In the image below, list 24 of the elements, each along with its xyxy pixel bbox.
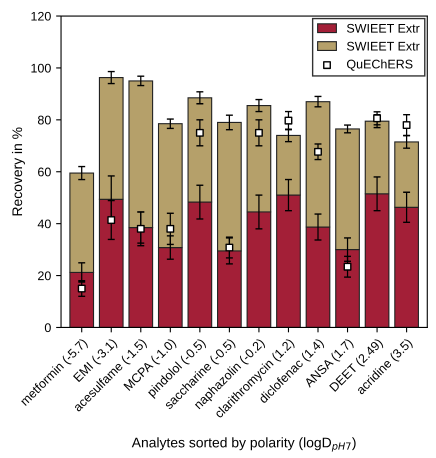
point [107, 216, 116, 224]
y-tick-label: 60 [38, 168, 51, 176]
y-tick-label: 80 [38, 116, 51, 124]
y-tick-label: 20 [38, 271, 51, 280]
x-axis-title: Analytes sorted by polarity (logD$_{pH7}$) [132, 437, 356, 452]
point [314, 148, 322, 156]
point [254, 128, 263, 137]
point [166, 224, 174, 233]
point [402, 121, 411, 129]
point [225, 244, 234, 252]
legend-label: SWIEET Extr [346, 42, 420, 51]
y-tick-label: 0 [44, 323, 51, 332]
point [78, 284, 86, 292]
point [284, 116, 292, 125]
point [344, 262, 352, 271]
y-tick-label: 120 [31, 12, 51, 21]
legend-label: SWIEET Extr [346, 24, 420, 33]
point [196, 128, 204, 137]
point [136, 224, 145, 233]
point [373, 114, 382, 122]
y-tick-label: 40 [38, 219, 51, 228]
y-axis-title: Recovery in % [12, 127, 25, 216]
legend-label: QuEChERS [346, 59, 413, 71]
y-tick-label: 100 [31, 64, 51, 73]
